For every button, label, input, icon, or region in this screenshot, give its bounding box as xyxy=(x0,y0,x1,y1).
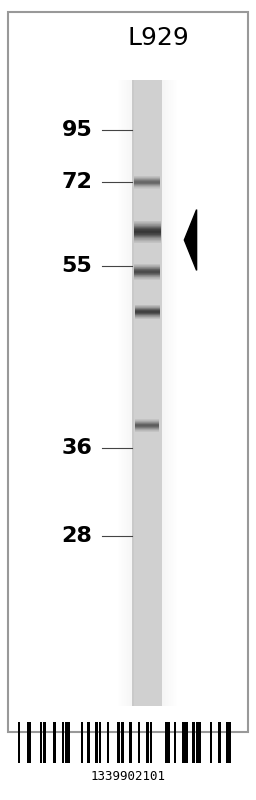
Bar xyxy=(65,722,70,763)
Bar xyxy=(119,80,120,706)
Bar xyxy=(18,722,20,763)
Bar xyxy=(174,80,175,706)
Bar xyxy=(196,722,201,763)
Bar xyxy=(146,722,148,763)
Bar xyxy=(165,722,169,763)
Bar xyxy=(133,80,134,706)
Bar xyxy=(43,722,46,763)
Text: 72: 72 xyxy=(61,172,92,192)
Bar xyxy=(27,722,31,763)
Polygon shape xyxy=(184,210,197,270)
Bar xyxy=(133,80,162,706)
Bar xyxy=(192,722,195,763)
Bar xyxy=(173,80,174,706)
Bar xyxy=(170,80,171,706)
Bar xyxy=(226,722,231,763)
Bar xyxy=(174,722,176,763)
Bar xyxy=(138,722,141,763)
Bar xyxy=(130,80,132,706)
Bar xyxy=(210,722,212,763)
Bar xyxy=(125,80,126,706)
Bar xyxy=(132,80,133,706)
Bar xyxy=(126,80,127,706)
Bar xyxy=(129,80,130,706)
Bar xyxy=(127,80,128,706)
Bar xyxy=(99,722,101,763)
Bar xyxy=(120,80,121,706)
Bar xyxy=(128,80,129,706)
Bar xyxy=(150,722,152,763)
Bar xyxy=(166,80,167,706)
Bar xyxy=(124,80,125,706)
Bar xyxy=(53,722,56,763)
Bar xyxy=(165,80,166,706)
Bar xyxy=(40,722,42,763)
Text: L929: L929 xyxy=(128,26,190,50)
Bar xyxy=(129,722,132,763)
Bar xyxy=(87,722,90,763)
Bar xyxy=(164,80,165,706)
Bar xyxy=(81,722,83,763)
Bar xyxy=(121,722,124,763)
Bar xyxy=(169,80,170,706)
Bar xyxy=(167,80,168,706)
Text: 28: 28 xyxy=(61,526,92,546)
Bar xyxy=(62,722,65,763)
Bar xyxy=(172,80,173,706)
Bar xyxy=(176,80,177,706)
Bar xyxy=(168,80,169,706)
Bar xyxy=(123,80,124,706)
Bar xyxy=(218,722,221,763)
Bar xyxy=(171,80,172,706)
Text: 36: 36 xyxy=(61,438,92,458)
Bar xyxy=(163,80,164,706)
Bar xyxy=(117,722,120,763)
Bar xyxy=(175,80,176,706)
Text: 55: 55 xyxy=(61,256,92,275)
Bar xyxy=(182,722,185,763)
Text: 1339902101: 1339902101 xyxy=(91,770,165,782)
Text: 95: 95 xyxy=(61,119,92,139)
Bar xyxy=(118,80,119,706)
Bar xyxy=(186,722,188,763)
Bar xyxy=(162,80,163,706)
Bar xyxy=(121,80,122,706)
Bar xyxy=(107,722,109,763)
Bar xyxy=(122,80,123,706)
Bar xyxy=(95,722,98,763)
